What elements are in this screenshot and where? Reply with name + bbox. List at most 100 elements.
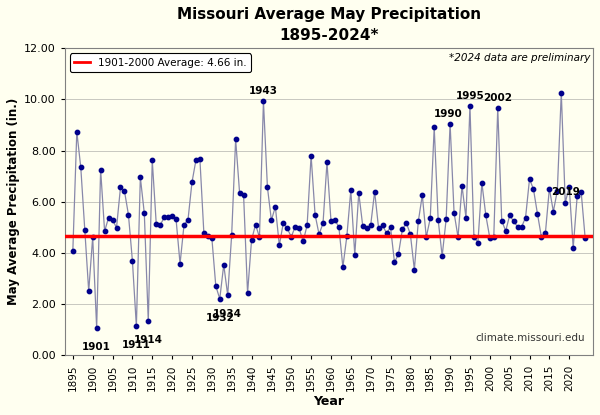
Point (251, 221, 260, 228)
Point (568, 244, 578, 251)
Point (322, 159, 332, 166)
Title: Missouri Average May Precipitation
1895-2024*: Missouri Average May Precipitation 1895-… (177, 7, 481, 43)
Point (266, 217, 276, 224)
Point (136, 174, 145, 181)
Point (199, 230, 209, 237)
Point (243, 290, 253, 296)
Point (529, 186, 538, 193)
Point (398, 226, 407, 232)
Point (143, 318, 153, 325)
Point (215, 295, 224, 302)
Point (148, 157, 157, 164)
Point (171, 216, 181, 223)
Point (386, 224, 395, 230)
Point (449, 210, 459, 216)
Point (163, 214, 173, 220)
Point (88, 234, 97, 240)
Point (96, 166, 106, 173)
Point (565, 184, 574, 190)
Point (283, 225, 292, 232)
Point (556, 90, 566, 96)
Point (445, 120, 455, 127)
Point (354, 190, 364, 196)
Point (235, 190, 244, 197)
Point (302, 222, 312, 228)
Point (548, 208, 558, 215)
Point (413, 218, 423, 225)
Point (374, 225, 383, 232)
Point (68, 248, 77, 254)
Legend: 1901-2000 Average: 4.66 in.: 1901-2000 Average: 4.66 in. (70, 54, 251, 72)
Point (533, 210, 542, 217)
Point (334, 224, 344, 230)
Point (80, 227, 89, 233)
Point (485, 234, 494, 241)
Point (223, 292, 233, 298)
Point (346, 187, 356, 194)
Point (580, 234, 590, 241)
Point (131, 323, 141, 330)
Point (465, 103, 475, 109)
Text: 1901: 1901 (82, 342, 111, 352)
Point (286, 234, 296, 240)
Point (330, 217, 340, 223)
Point (247, 237, 256, 244)
Point (536, 234, 546, 240)
Point (128, 257, 137, 264)
Point (84, 288, 94, 295)
Point (430, 124, 439, 131)
Text: 1995: 1995 (455, 91, 484, 101)
Point (207, 234, 217, 241)
Text: 2019: 2019 (551, 188, 580, 198)
Point (541, 230, 550, 237)
Point (382, 230, 391, 237)
Point (370, 188, 379, 195)
Point (497, 217, 506, 224)
Point (211, 283, 221, 289)
Point (338, 264, 347, 271)
Point (425, 215, 435, 222)
Point (513, 224, 523, 230)
Point (160, 214, 169, 221)
Point (290, 223, 300, 230)
Text: 1943: 1943 (249, 86, 278, 96)
Point (254, 234, 264, 240)
Point (179, 222, 189, 228)
Point (278, 220, 288, 226)
Point (263, 184, 272, 190)
Point (401, 220, 411, 226)
Point (350, 251, 359, 258)
Point (151, 220, 161, 227)
Point (76, 164, 86, 171)
Point (187, 179, 197, 186)
Point (104, 215, 113, 221)
Point (271, 203, 280, 210)
Point (72, 128, 82, 135)
Point (442, 216, 451, 223)
Point (227, 231, 236, 238)
Text: *2024 data are preliminary: *2024 data are preliminary (449, 53, 590, 63)
Point (298, 238, 308, 245)
Point (140, 210, 149, 217)
Point (553, 188, 562, 194)
Point (112, 225, 121, 231)
Point (525, 176, 535, 182)
Point (521, 215, 530, 221)
Point (572, 193, 582, 200)
Text: 1934: 1934 (213, 309, 242, 319)
Point (560, 199, 570, 206)
Text: 1932: 1932 (205, 313, 234, 323)
Point (389, 259, 399, 266)
Y-axis label: May Average Precipitation (in.): May Average Precipitation (in.) (7, 98, 20, 305)
Point (195, 156, 205, 163)
Point (259, 98, 268, 105)
Point (342, 233, 352, 240)
Point (310, 211, 320, 218)
Point (362, 225, 371, 232)
Point (366, 222, 376, 229)
Point (358, 222, 368, 229)
Point (191, 157, 201, 164)
Point (183, 216, 193, 223)
Point (314, 231, 324, 238)
Point (406, 231, 415, 238)
